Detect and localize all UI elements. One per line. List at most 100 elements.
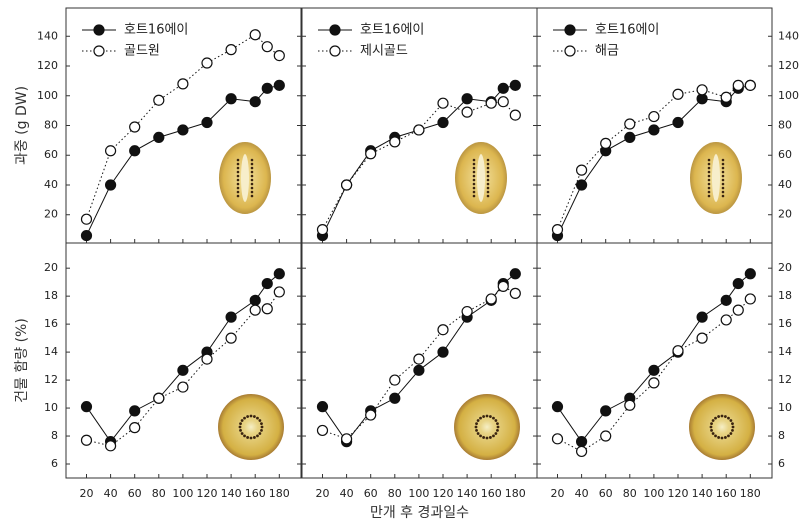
kiwi-core xyxy=(241,154,249,202)
x-tick-label: 180 xyxy=(740,487,761,500)
data-point xyxy=(510,288,520,298)
data-point xyxy=(81,231,91,241)
kiwi-seed xyxy=(494,432,497,435)
kiwi-seed xyxy=(475,429,478,432)
legend-marker xyxy=(330,25,340,35)
kiwi-seed xyxy=(251,195,254,198)
data-point xyxy=(274,287,284,297)
x-tick-label: 160 xyxy=(716,487,737,500)
data-point xyxy=(317,225,327,235)
kiwi-seed xyxy=(729,432,732,435)
x-tick-label: 40 xyxy=(575,487,589,500)
data-point xyxy=(106,180,116,190)
legend-label: 호트16에이 xyxy=(595,23,659,38)
data-point xyxy=(342,434,352,444)
data-point xyxy=(697,85,707,95)
data-point xyxy=(390,137,400,147)
data-point xyxy=(106,441,116,451)
kiwi-seed xyxy=(250,415,253,418)
kiwi-seed xyxy=(250,437,253,440)
data-point xyxy=(577,437,587,447)
data-point xyxy=(498,83,508,93)
data-point xyxy=(154,95,164,105)
kiwi-seed xyxy=(727,434,730,437)
kiwi-photo xyxy=(454,394,520,460)
data-point xyxy=(673,89,683,99)
x-tick-label: 100 xyxy=(172,487,193,500)
kiwi-seed xyxy=(717,415,720,418)
kiwi-seed xyxy=(708,179,711,182)
data-point xyxy=(721,295,731,305)
data-point xyxy=(438,118,448,128)
kiwi-seed xyxy=(239,429,242,432)
kiwi-seed xyxy=(486,437,489,440)
kiwi-seed xyxy=(251,171,254,174)
kiwi-seed xyxy=(717,436,720,439)
data-point xyxy=(438,347,448,357)
data-point xyxy=(414,354,424,364)
x-tick-label: 140 xyxy=(692,487,713,500)
data-point xyxy=(250,97,260,107)
data-point xyxy=(498,281,508,291)
kiwi-seed xyxy=(708,167,711,170)
y-tick-label: 10 xyxy=(778,401,792,414)
kiwi-seed xyxy=(251,167,254,170)
kiwi-seed xyxy=(729,419,732,422)
kiwi-seed xyxy=(246,436,249,439)
kiwi-seed xyxy=(251,179,254,182)
x-tick-label: 140 xyxy=(457,487,478,500)
x-tick-label: 80 xyxy=(388,487,402,500)
data-point xyxy=(226,312,236,322)
kiwi-photo xyxy=(218,394,284,460)
data-point xyxy=(649,112,659,122)
kiwi-core xyxy=(477,154,485,202)
kiwi-seed xyxy=(243,417,246,420)
kiwi-seed xyxy=(722,159,725,162)
kiwi-seed xyxy=(487,191,490,194)
x-tick-label: 120 xyxy=(433,487,454,500)
x-tick-label: 60 xyxy=(128,487,142,500)
kiwi-seed xyxy=(237,191,240,194)
x-tick-label: 180 xyxy=(269,487,290,500)
data-point xyxy=(178,382,188,392)
y-tick-label: 80 xyxy=(44,119,58,132)
kiwi-seed xyxy=(479,434,482,437)
data-point xyxy=(733,279,743,289)
kiwi-seed xyxy=(492,417,495,420)
y-tick-label: 20 xyxy=(778,261,792,274)
kiwi-seed xyxy=(497,426,500,429)
kiwi-seed xyxy=(258,419,261,422)
data-point xyxy=(262,42,272,52)
kiwi-seed xyxy=(251,183,254,186)
kiwi-seed xyxy=(487,195,490,198)
data-point xyxy=(745,80,755,90)
kiwi-seed xyxy=(722,183,725,186)
kiwi-seed xyxy=(722,175,725,178)
kiwi-seed xyxy=(486,415,489,418)
legend-marker xyxy=(94,25,104,35)
data-point xyxy=(552,402,562,412)
data-point xyxy=(745,294,755,304)
data-point xyxy=(106,146,116,156)
data-point xyxy=(601,138,611,148)
data-point xyxy=(721,315,731,325)
x-tick-label: 60 xyxy=(364,487,378,500)
data-point xyxy=(81,435,91,445)
x-tick-label: 100 xyxy=(408,487,429,500)
kiwi-seed xyxy=(251,159,254,162)
data-point xyxy=(498,97,508,107)
data-point xyxy=(250,30,260,40)
kiwi-seed xyxy=(496,429,499,432)
kiwi-seed xyxy=(722,179,725,182)
data-point xyxy=(274,269,284,279)
data-point xyxy=(226,45,236,55)
data-point xyxy=(390,393,400,403)
x-tick-label: 20 xyxy=(315,487,329,500)
y-tick-label: 80 xyxy=(778,119,792,132)
kiwi-seed xyxy=(722,167,725,170)
kiwi-seed xyxy=(473,167,476,170)
data-point xyxy=(438,98,448,108)
kiwi-seed xyxy=(708,159,711,162)
data-point xyxy=(486,294,496,304)
kiwi-seed xyxy=(237,179,240,182)
